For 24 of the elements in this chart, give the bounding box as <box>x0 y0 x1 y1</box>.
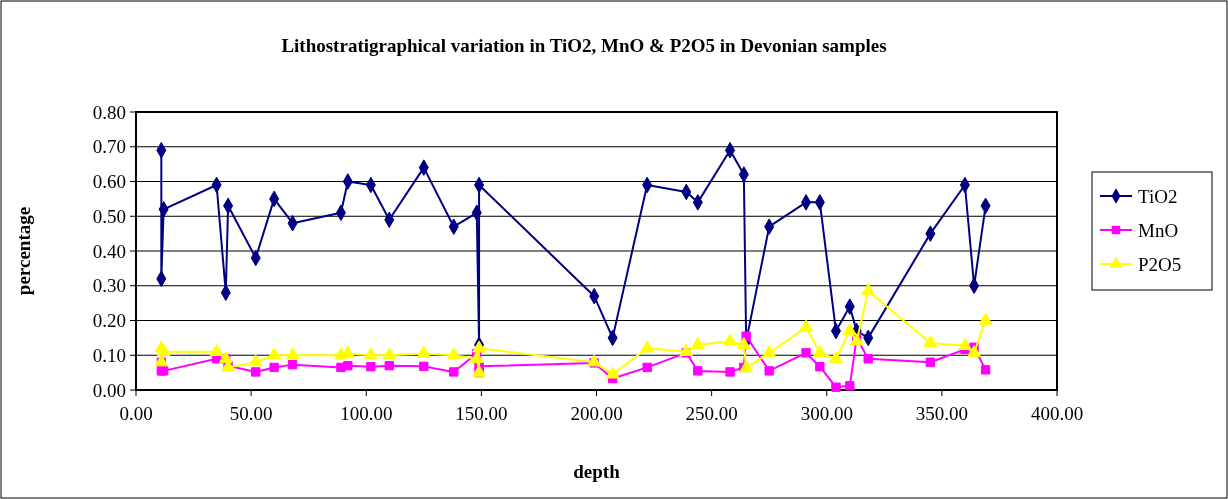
x-tick-label: 50.00 <box>229 403 273 424</box>
x-tick-label: 200.00 <box>570 403 623 424</box>
x-tick-label: 100.00 <box>340 403 393 424</box>
y-tick-label: 0.30 <box>92 275 126 297</box>
x-tick-label: 350.00 <box>915 403 968 424</box>
x-tick-label: 400.00 <box>1030 403 1084 424</box>
y-tick-label: 0.60 <box>92 171 126 193</box>
y-tick-label: 0.50 <box>92 205 126 227</box>
y-tick-label: 0.40 <box>92 240 126 262</box>
chart-title: Lithostratigraphical variation in TiO2, MnO & P2O5 in Devonian samples <box>281 35 887 56</box>
y-tick-label: 0.70 <box>92 136 126 158</box>
legend-label: P2O5 <box>1138 253 1182 275</box>
y-tick-label: 0.20 <box>92 310 126 332</box>
legend-label: MnO <box>1138 219 1179 241</box>
y-tick-label: 0.10 <box>92 344 126 366</box>
legend-label: TiO2 <box>1138 185 1178 207</box>
x-axis-title: depth <box>573 461 621 482</box>
x-tick-label: 300.00 <box>800 403 853 424</box>
x-tick-label: 250.00 <box>685 403 738 424</box>
x-tick-label: 0.00 <box>119 403 153 424</box>
y-tick-label: 0.00 <box>92 379 126 401</box>
y-axis-title: percentage <box>13 206 34 296</box>
y-tick-label: 0.80 <box>92 101 126 123</box>
x-tick-label: 150.00 <box>455 403 508 424</box>
